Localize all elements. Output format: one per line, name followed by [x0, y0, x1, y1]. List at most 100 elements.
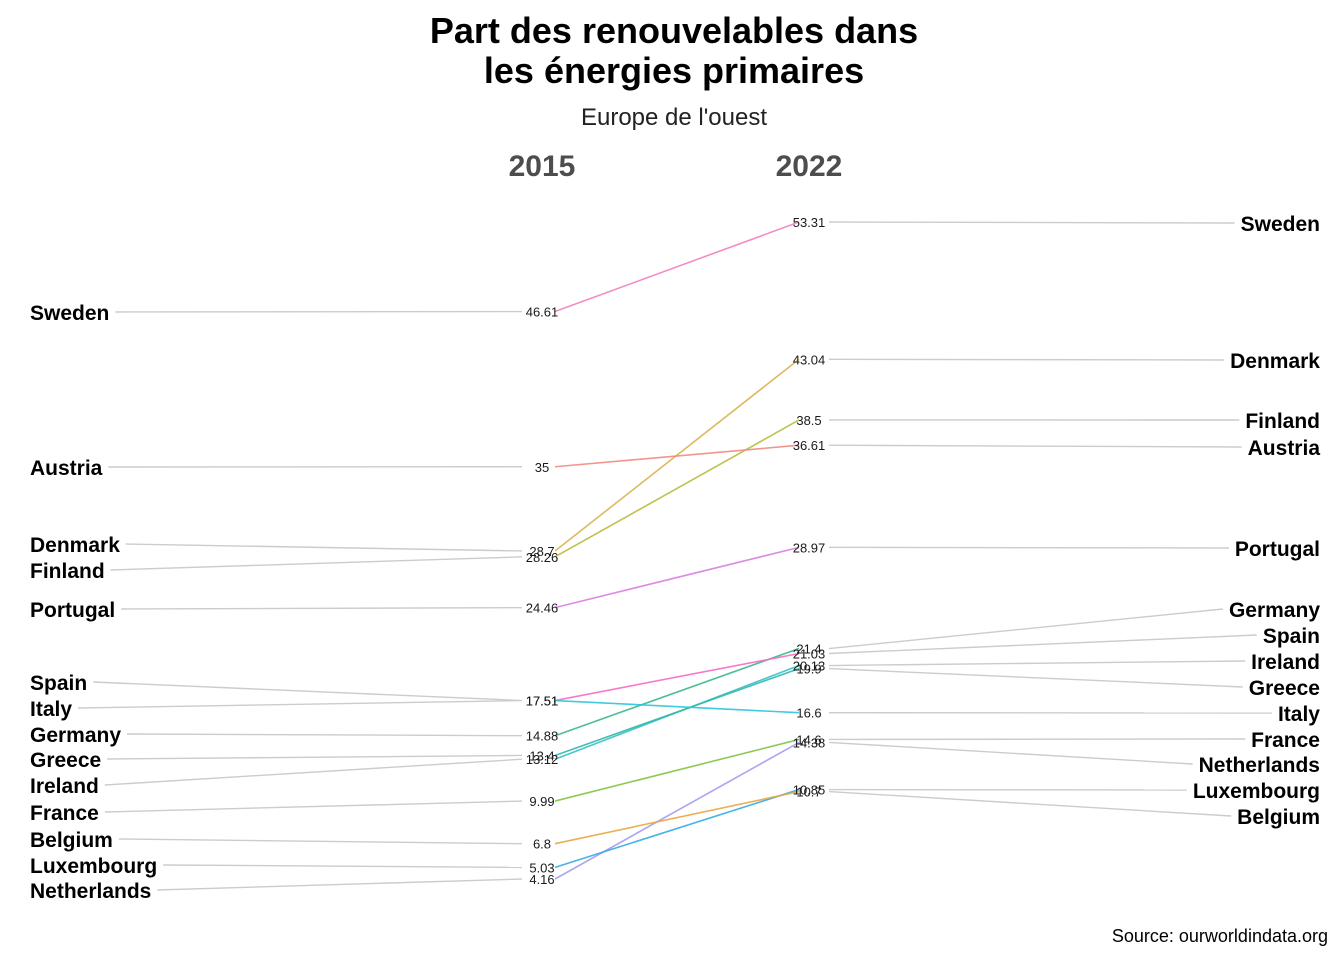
- value-2015-belgium: 6.8: [533, 837, 551, 852]
- country-label-left-finland: Finland: [30, 560, 105, 583]
- connector-left-france: [104, 800, 523, 813]
- country-label-left-luxembourg: Luxembourg: [30, 855, 157, 878]
- value-2022-italy: 16.6: [796, 706, 821, 721]
- year-header-2015: 2015: [509, 150, 576, 183]
- chart-subtitle: Europe de l'ouest: [581, 104, 767, 131]
- value-2015-sweden: 46.61: [526, 305, 559, 320]
- value-2022-spain: 21.03: [793, 646, 826, 661]
- country-label-left-netherlands: Netherlands: [30, 880, 151, 903]
- series-line-belgium: [554, 790, 800, 845]
- chart-title-line-1: Part des renouvelables dans: [430, 10, 918, 51]
- connector-left-belgium: [118, 838, 523, 845]
- series-lines: [554, 221, 800, 880]
- country-label-right-netherlands: Netherlands: [1199, 754, 1320, 777]
- connector-right-portugal: [828, 546, 1229, 549]
- connector-left-germany: [127, 733, 523, 737]
- connector-right-austria: [828, 444, 1242, 448]
- chart-title-line-2: les énergies primaires: [484, 50, 864, 91]
- country-label-right-ireland: Ireland: [1251, 651, 1320, 674]
- country-label-right-portugal: Portugal: [1235, 538, 1320, 561]
- value-2015-denmark: 28.7: [529, 544, 554, 559]
- series-line-sweden: [554, 221, 800, 313]
- value-2022-austria: 36.61: [793, 438, 826, 453]
- year-header-2022: 2022: [776, 150, 843, 183]
- country-label-right-denmark: Denmark: [1230, 350, 1320, 373]
- value-2022-ireland: 20.13: [793, 659, 826, 674]
- connector-left-portugal: [121, 606, 523, 610]
- series-line-netherlands: [554, 741, 800, 880]
- country-label-left-greece: Greece: [30, 749, 101, 772]
- connector-left-luxembourg: [163, 864, 523, 869]
- value-2015-luxembourg: 5.03: [529, 860, 554, 875]
- series-line-france: [554, 738, 800, 802]
- country-label-right-italy: Italy: [1278, 703, 1320, 726]
- value-2015-netherlands: 4.16: [529, 872, 554, 887]
- value-2015-italy: 17.51: [526, 694, 559, 709]
- connector-right-ireland: [828, 660, 1246, 667]
- country-label-right-germany: Germany: [1229, 599, 1320, 622]
- value-2022-denmark: 43.04: [793, 352, 826, 367]
- connector-left-finland: [110, 556, 523, 571]
- country-label-left-austria: Austria: [30, 457, 103, 480]
- country-label-left-sweden: Sweden: [30, 302, 109, 325]
- value-2022-luxembourg: 10.85: [793, 783, 826, 798]
- connector-left-greece: [107, 754, 523, 760]
- value-2015-ireland: 13.12: [526, 752, 559, 767]
- country-label-left-italy: Italy: [30, 698, 72, 721]
- value-2022-portugal: 28.97: [793, 540, 826, 555]
- country-label-right-france: France: [1251, 729, 1320, 752]
- source-caption: Source: ourworldindata.org: [1112, 926, 1328, 946]
- connector-right-germany: [828, 608, 1224, 650]
- connector-left-denmark: [125, 543, 523, 552]
- country-label-left-denmark: Denmark: [30, 534, 120, 557]
- value-2015-portugal: 24.46: [526, 601, 559, 616]
- connector-left-ireland: [104, 758, 523, 786]
- series-line-portugal: [554, 546, 800, 609]
- value-2022-greece: 19.9: [796, 662, 821, 677]
- value-2022-sweden: 53.31: [793, 215, 826, 230]
- label-connectors: [78, 221, 1272, 891]
- country-labels: Sweden Austria Denmark Finland Portugal Spain…: [30, 213, 1320, 903]
- connector-left-italy: [78, 699, 523, 709]
- connector-left-spain: [93, 681, 523, 702]
- series-line-denmark: [554, 358, 800, 552]
- connector-right-denmark: [828, 358, 1225, 361]
- connector-right-netherlands: [828, 741, 1193, 765]
- connector-right-sweden: [828, 221, 1235, 224]
- value-2015-greece: 13.4: [529, 748, 554, 763]
- country-label-right-spain: Spain: [1263, 625, 1320, 648]
- country-label-right-greece: Greece: [1249, 677, 1320, 700]
- value-labels: 46.61 53.31 28.7 43.04 28.26 38.5 35 36.61 24.46…: [526, 215, 826, 887]
- country-label-left-portugal: Portugal: [30, 599, 115, 622]
- country-label-right-belgium: Belgium: [1237, 806, 1320, 829]
- country-label-right-sweden: Sweden: [1241, 213, 1320, 236]
- series-line-greece: [554, 667, 800, 757]
- connector-left-netherlands: [157, 878, 523, 891]
- series-line-finland: [554, 419, 800, 558]
- value-2022-netherlands: 14.38: [793, 735, 826, 750]
- connector-right-greece: [828, 667, 1243, 688]
- country-label-left-germany: Germany: [30, 724, 121, 747]
- country-label-left-france: France: [30, 802, 99, 825]
- country-label-right-luxembourg: Luxembourg: [1193, 780, 1320, 803]
- value-2022-france: 14.6: [796, 732, 821, 747]
- value-2015-france: 9.99: [529, 794, 554, 809]
- value-2022-germany: 21.4: [796, 642, 821, 657]
- country-label-right-finland: Finland: [1245, 410, 1320, 433]
- country-label-right-austria: Austria: [1248, 437, 1321, 460]
- connector-right-spain: [828, 634, 1257, 655]
- series-line-germany: [554, 647, 800, 737]
- value-2015-finland: 28.26: [526, 550, 559, 565]
- value-2022-belgium: 10.7: [796, 785, 821, 800]
- connector-right-belgium: [828, 790, 1232, 817]
- series-line-luxembourg: [554, 788, 800, 869]
- value-2015-austria: 35: [535, 460, 549, 475]
- value-2022-finland: 38.5: [796, 413, 821, 428]
- country-label-left-ireland: Ireland: [30, 775, 99, 798]
- value-2015-germany: 14.88: [526, 729, 559, 744]
- series-line-italy: [554, 699, 800, 714]
- series-line-austria: [554, 444, 800, 468]
- series-line-spain: [554, 652, 800, 702]
- country-label-left-belgium: Belgium: [30, 829, 113, 852]
